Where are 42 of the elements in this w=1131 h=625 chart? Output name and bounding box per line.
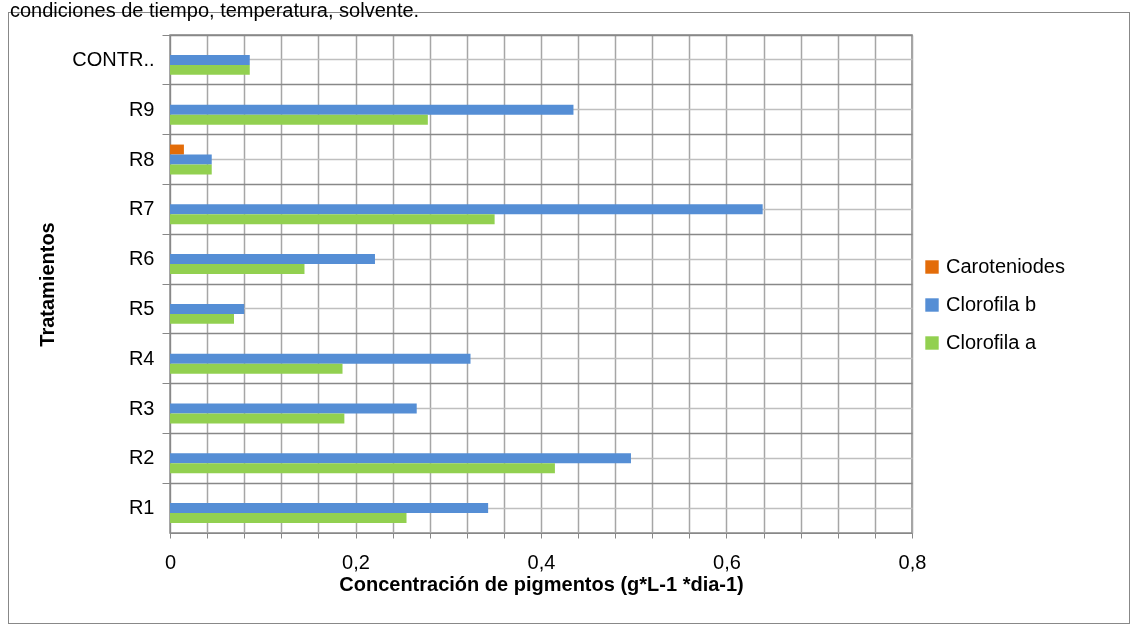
x-tick-label: 0,6 (713, 550, 741, 573)
y-tick-label: R8 (128, 147, 155, 170)
bar (170, 164, 212, 175)
y-tick-label: R5 (128, 296, 155, 319)
bar (170, 413, 345, 424)
bar (170, 463, 555, 474)
y-tick-label: R7 (128, 197, 155, 220)
y-tick-label: CONTR.. (72, 47, 155, 70)
y-tick-label: R4 (128, 346, 155, 369)
text: condiciones de tiempo, temperatura, solvente. (10, 0, 420, 21)
bar (170, 214, 495, 225)
x-tick-label: 0,8 (898, 550, 927, 573)
legend-label: Clorofila b (946, 293, 1037, 315)
y-tick-label: R2 (128, 446, 155, 469)
bar (170, 403, 417, 414)
bar (170, 114, 428, 125)
bar (170, 144, 184, 155)
bar (170, 204, 763, 215)
bar (170, 513, 407, 524)
y-tick-label: R6 (128, 247, 155, 270)
y-tick-label: R1 (128, 496, 155, 519)
x-tick-label: 0,2 (342, 550, 370, 573)
y-axis-title: Tratamientos (36, 222, 59, 347)
x-tick-label: 0,4 (527, 550, 556, 573)
bar (170, 313, 234, 324)
bar (170, 453, 631, 464)
bar (170, 154, 212, 165)
bar (170, 264, 305, 275)
bar (170, 54, 250, 65)
x-axis-title: Concentración de pigmentos (g*L-1 *dia-1) (339, 572, 744, 595)
bar (170, 104, 574, 115)
legend-label: Clorofila a (946, 331, 1037, 353)
bar (170, 353, 471, 364)
y-tick-label: R3 (128, 396, 155, 419)
y-tick-label: R9 (128, 97, 155, 120)
bar (170, 363, 343, 374)
legend-label: Caroteniodes (946, 255, 1065, 277)
bar (170, 503, 489, 514)
x-tick-label: 0 (164, 550, 177, 573)
bar (170, 303, 245, 314)
bar (170, 64, 250, 75)
bar (170, 254, 375, 265)
